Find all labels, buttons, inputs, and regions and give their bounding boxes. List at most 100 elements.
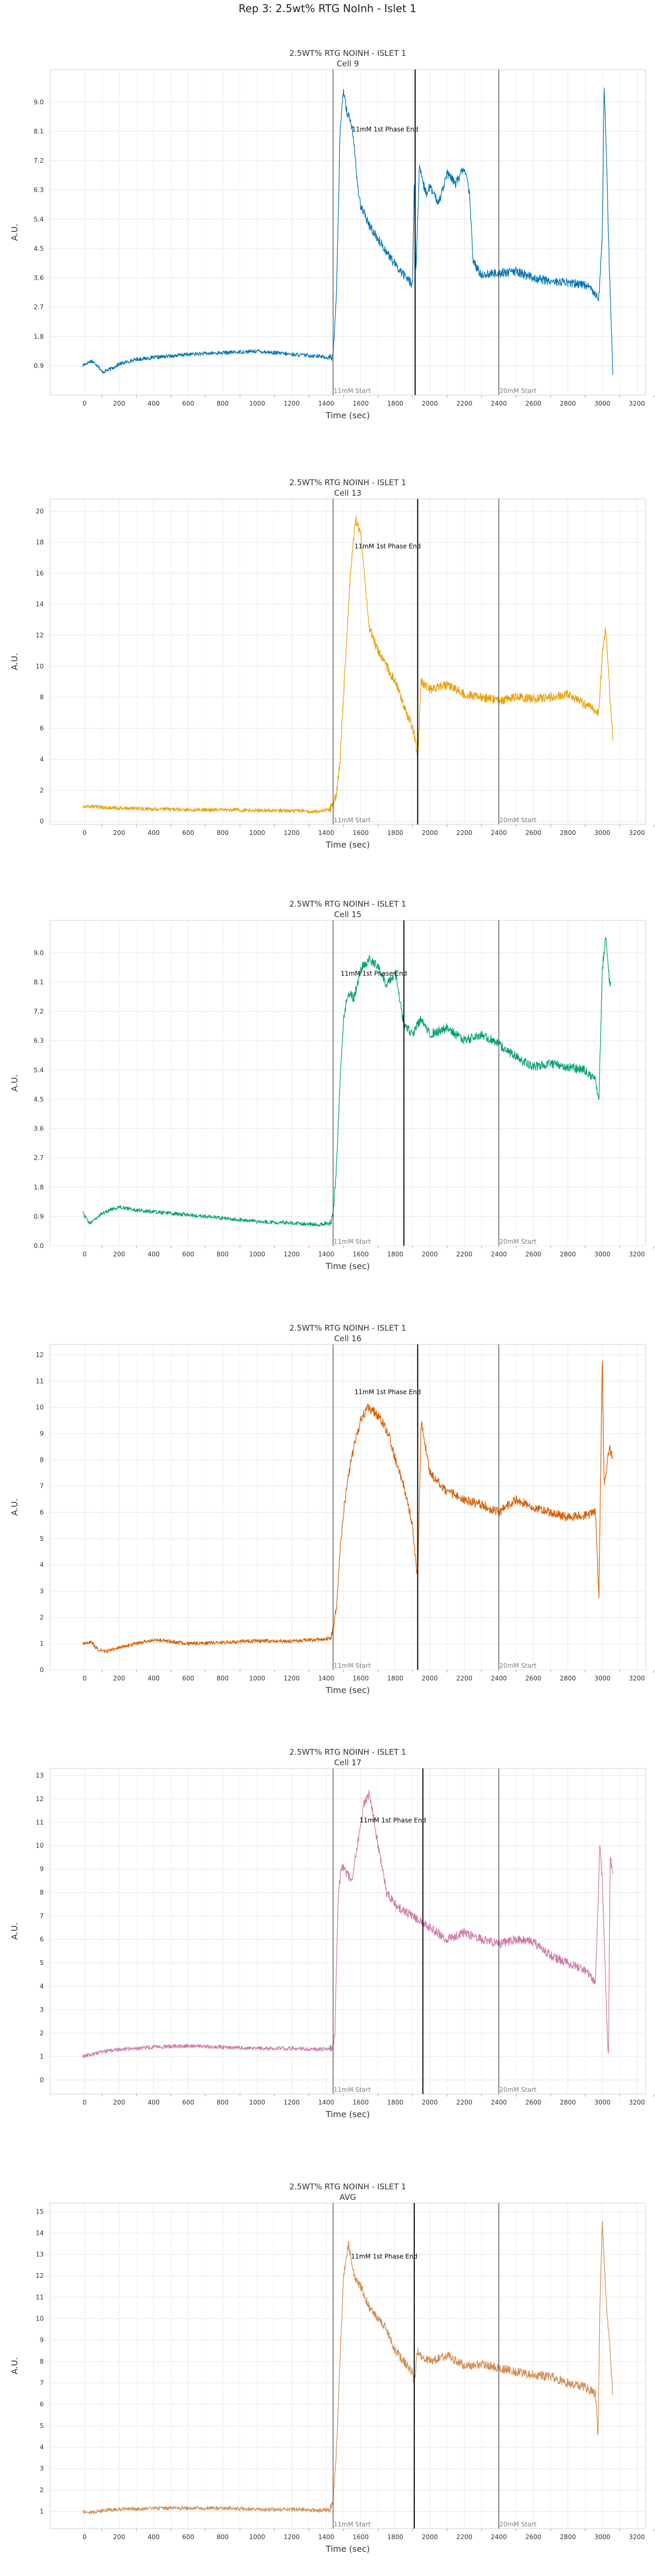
event-label: 20mM Start xyxy=(500,2521,537,2528)
phase-end-label: 11mM 1st Phase End xyxy=(352,125,418,133)
y-tick-label: 13 xyxy=(36,2251,44,2258)
x-tick-label: 1400 xyxy=(318,2099,335,2106)
y-axis-label: A.U. xyxy=(9,1075,19,1092)
y-tick-label: 9 xyxy=(40,1865,44,1873)
y-tick-label: 3 xyxy=(40,2465,44,2472)
x-tick-label: 1400 xyxy=(318,400,335,407)
x-tick-label: 1600 xyxy=(353,2533,369,2541)
x-tick-label: 2400 xyxy=(491,1251,507,1258)
y-tick-label: 10 xyxy=(36,1404,44,1411)
x-tick-label: 2200 xyxy=(456,2099,473,2106)
x-tick-label: 800 xyxy=(217,2533,229,2541)
x-tick-label: 0 xyxy=(83,1675,87,1682)
y-axis-label: A.U. xyxy=(9,1499,19,1516)
x-tick-label: 200 xyxy=(113,400,125,407)
x-axis-label: Time (sec) xyxy=(325,840,370,850)
x-tick-label: 2200 xyxy=(456,400,473,407)
panel-title: 2.5WT% RTG NOINH - ISLET 1 xyxy=(289,2182,406,2191)
x-axis-label: Time (sec) xyxy=(325,2544,370,2554)
x-tick-label: 1000 xyxy=(249,1251,266,1258)
y-tick-label: 12 xyxy=(36,632,44,639)
y-tick-label: 5.4 xyxy=(34,1066,44,1074)
y-tick-label: 11 xyxy=(36,2294,44,2301)
x-tick-label: 800 xyxy=(217,2099,229,2106)
y-tick-label: 9 xyxy=(40,1430,44,1437)
x-tick-label: 2000 xyxy=(422,2099,438,2106)
y-axis-label: A.U. xyxy=(9,653,19,671)
x-tick-label: 600 xyxy=(182,1251,194,1258)
panel-title: 2.5WT% RTG NOINH - ISLET 1 xyxy=(289,899,406,909)
y-tick-label: 14 xyxy=(36,2229,44,2237)
phase-end-label: 11mM 1st Phase End xyxy=(355,543,421,550)
series-line xyxy=(82,1790,613,2059)
x-tick-label: 400 xyxy=(148,400,160,407)
panel-title: 2.5WT% RTG NOINH - ISLET 1 xyxy=(289,48,406,58)
y-tick-label: 8 xyxy=(40,694,44,701)
series-line xyxy=(82,1361,613,1654)
series-line xyxy=(82,2221,613,2515)
x-tick-label: 800 xyxy=(217,400,229,407)
y-tick-label: 0.9 xyxy=(34,1213,44,1220)
event-label: 11mM Start xyxy=(334,1238,371,1245)
x-tick-label: 1000 xyxy=(249,829,266,837)
x-tick-label: 200 xyxy=(113,1675,125,1682)
x-axis-label: Time (sec) xyxy=(325,2109,370,2119)
y-tick-label: 8 xyxy=(40,1456,44,1463)
x-tick-label: 2400 xyxy=(491,2533,507,2541)
y-tick-label: 3 xyxy=(40,2006,44,2013)
x-tick-label: 800 xyxy=(217,829,229,837)
x-tick-label: 1200 xyxy=(283,829,300,837)
y-tick-label: 10 xyxy=(36,663,44,670)
x-tick-label: 3200 xyxy=(629,2533,645,2541)
y-tick-label: 2 xyxy=(40,786,44,794)
x-tick-label: 3200 xyxy=(629,2099,645,2106)
y-tick-label: 6 xyxy=(40,2401,44,2408)
x-tick-label: 2800 xyxy=(560,1251,576,1258)
x-tick-label: 0 xyxy=(83,2533,87,2541)
x-tick-label: 600 xyxy=(182,400,194,407)
y-tick-label: 5 xyxy=(40,1535,44,1542)
y-tick-label: 5 xyxy=(40,2422,44,2430)
x-tick-label: 1800 xyxy=(387,829,404,837)
y-tick-label: 8.1 xyxy=(34,127,44,135)
x-tick-label: 1800 xyxy=(387,400,404,407)
x-axis-label: Time (sec) xyxy=(325,1261,370,1271)
plot-area xyxy=(50,1768,646,2095)
x-tick-label: 3200 xyxy=(629,400,645,407)
plot-area xyxy=(50,2203,646,2529)
x-tick-label: 800 xyxy=(217,1251,229,1258)
y-tick-label: 12 xyxy=(36,1795,44,1803)
y-tick-label: 8.1 xyxy=(34,978,44,986)
event-label: 11mM Start xyxy=(334,1662,371,1669)
y-tick-label: 2 xyxy=(40,1614,44,1621)
plot-area xyxy=(50,920,646,1246)
x-tick-label: 1600 xyxy=(353,1251,369,1258)
event-label: 20mM Start xyxy=(500,387,537,395)
y-tick-label: 14 xyxy=(36,601,44,608)
x-tick-label: 1800 xyxy=(387,2099,404,2106)
y-tick-label: 5 xyxy=(40,1959,44,1967)
x-tick-label: 1400 xyxy=(318,829,335,837)
x-tick-label: 1000 xyxy=(249,1675,266,1682)
y-tick-label: 12 xyxy=(36,2272,44,2279)
x-axis-label: Time (sec) xyxy=(325,410,370,420)
x-tick-label: 1600 xyxy=(353,1675,369,1682)
x-tick-label: 400 xyxy=(148,1251,160,1258)
y-tick-label: 12 xyxy=(36,1351,44,1359)
y-tick-label: 15 xyxy=(36,2208,44,2215)
series-line xyxy=(82,937,611,1227)
y-axis-label: A.U. xyxy=(9,2357,19,2375)
x-tick-label: 0 xyxy=(83,829,87,837)
x-tick-label: 2800 xyxy=(560,829,576,837)
x-tick-label: 1200 xyxy=(283,400,300,407)
x-tick-label: 3000 xyxy=(594,829,611,837)
plot-area xyxy=(50,69,646,396)
panel-subtitle: Cell 13 xyxy=(334,488,361,498)
x-tick-label: 2800 xyxy=(560,2099,576,2106)
x-tick-label: 1600 xyxy=(353,829,369,837)
figure-suptitle: Rep 3: 2.5wt% RTG NoInh - Islet 1 xyxy=(238,2,417,15)
